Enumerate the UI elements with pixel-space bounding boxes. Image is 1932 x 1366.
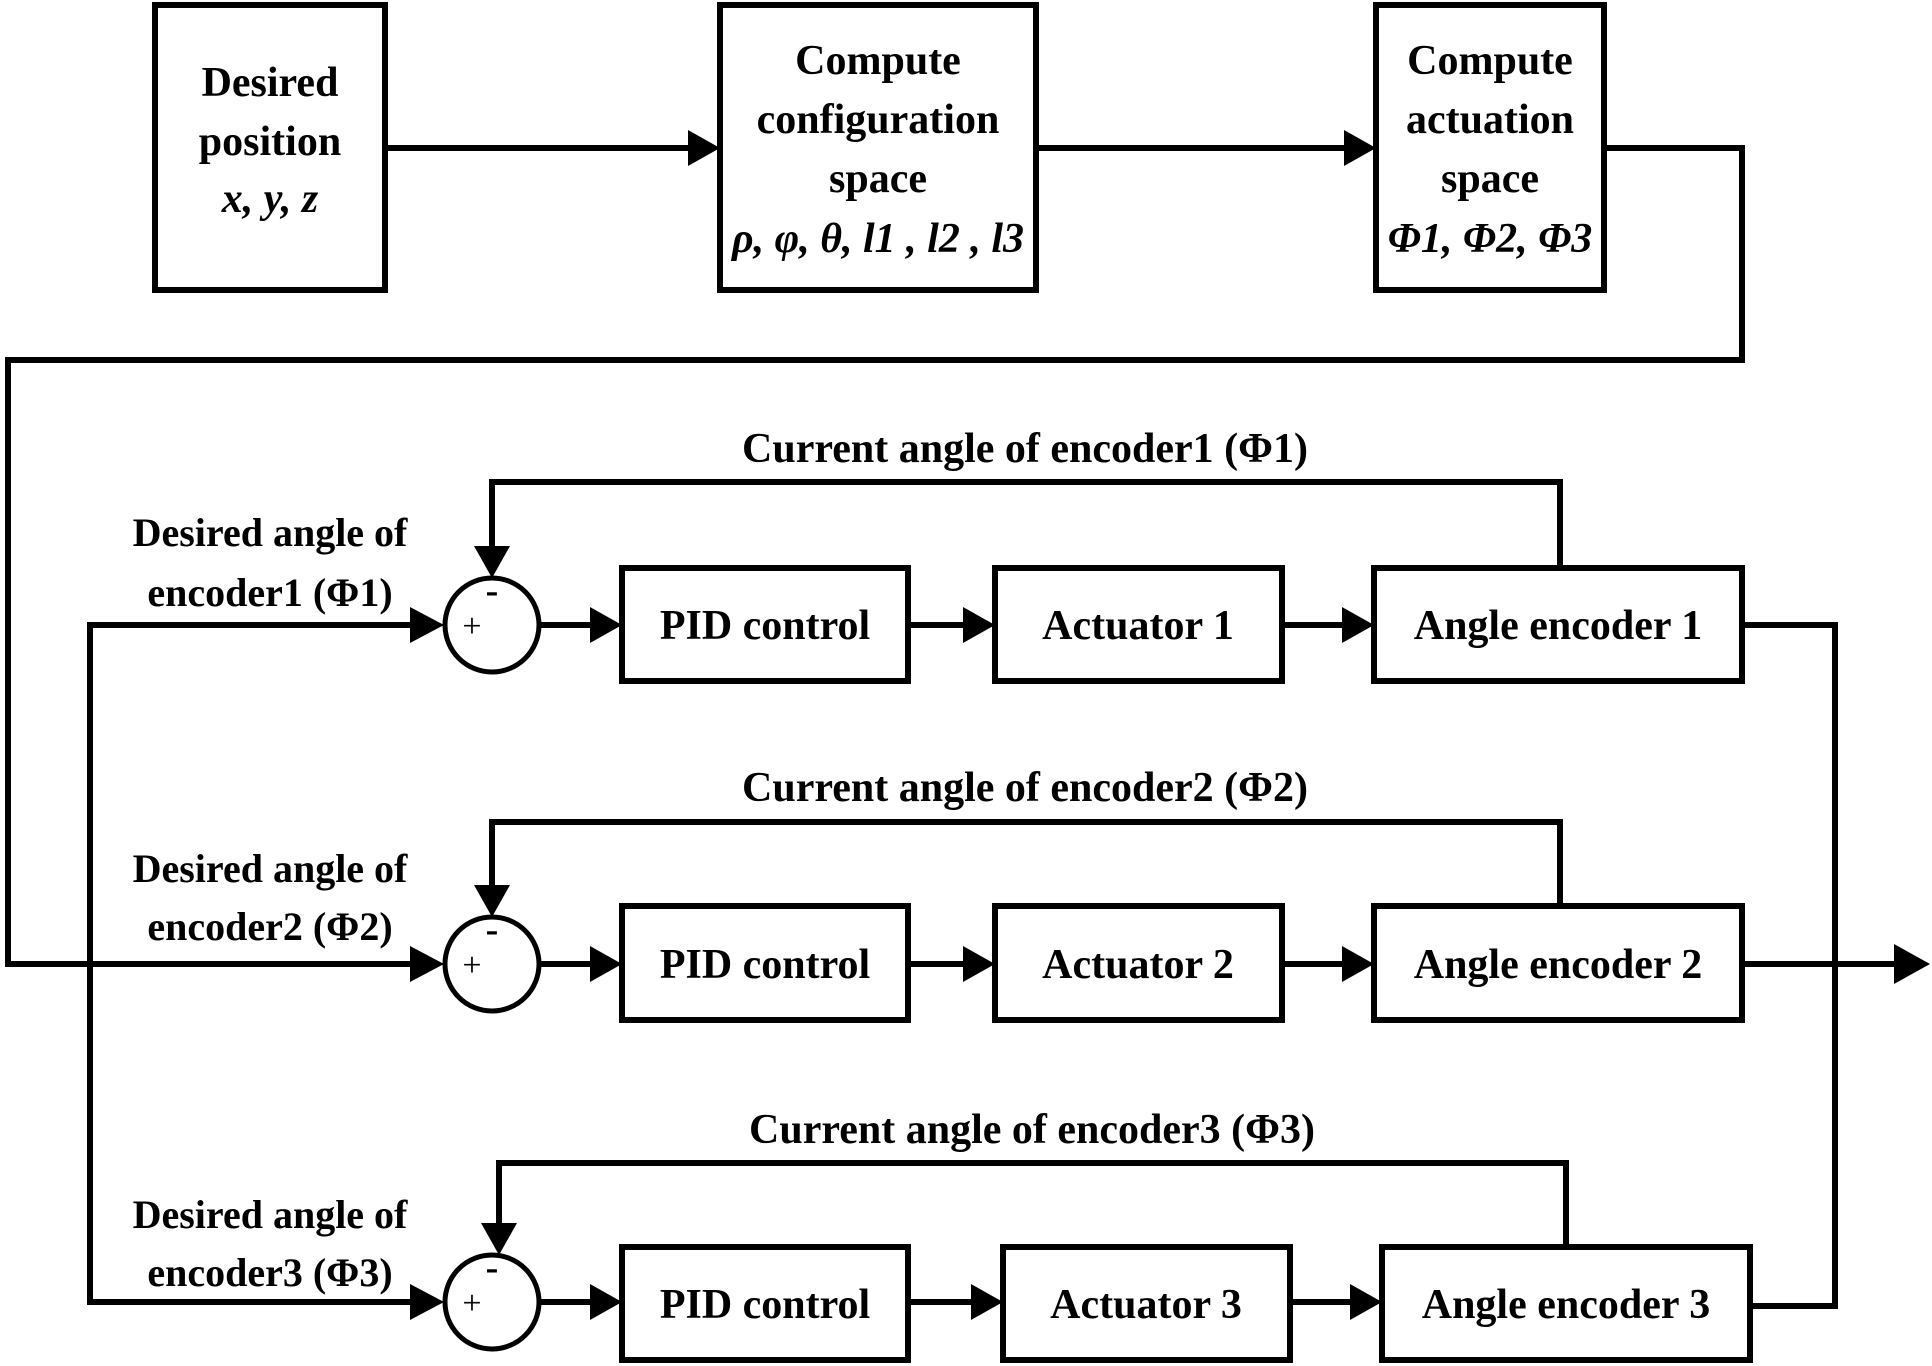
loop-1: Desired angle of encoder1 (Φ1) Current a… [133,426,1745,684]
desired-position-vars: x, y, z [221,176,319,222]
arrowhead-feedback-2 [474,885,510,917]
arrowhead-sum3-in [410,1284,444,1320]
desired-angle-label-2a: Desired angle of [133,846,408,891]
config-space-line2: configuration [757,97,1000,143]
feedback-wire-2 [489,819,1563,906]
actuator-label-1: Actuator 1 [1042,603,1234,649]
desired-position-line2: position [199,119,341,165]
angle-encoder-label-1: Angle encoder 1 [1414,603,1703,649]
arrowhead-actuator3-in [971,1284,1003,1320]
pid-label-2: PID control [660,942,870,988]
actuation-space-line1: Compute [1407,38,1573,84]
angle-encoder-block-3 [1379,1244,1753,1363]
arrowhead-actuator1-in [963,607,995,643]
angle-encoder-block-1 [1371,565,1745,684]
desired-angle-label-3b: encoder3 (Φ3) [147,1250,392,1295]
feedback-label-3: Current angle of encoder3 (Φ3) [749,1107,1315,1153]
wire-actuation-to-loops [5,145,1745,967]
arrowhead-sum2-in [410,946,444,982]
desired-angle-label-2b: encoder2 (Φ2) [147,904,392,949]
actuator-label-2: Actuator 2 [1042,942,1234,988]
actuation-space-line3: space [1441,156,1539,202]
pid-block-2 [619,903,911,1023]
arrowhead-actuator2-in [963,946,995,982]
arrowhead-pid1-in [590,607,622,643]
config-space-line3: space [829,156,927,202]
actuation-space-vars: Φ1, Φ2, Φ3 [1388,216,1592,262]
desired-angle-label-1b: encoder1 (Φ1) [147,570,392,615]
pid-label-1: PID control [660,603,870,649]
pid-block-1 [619,565,911,684]
sum2-minus-sign: - [486,909,499,951]
angle-encoder-label-2: Angle encoder 2 [1414,942,1703,988]
compute-configuration-space-block: Compute configuration space ρ, φ, θ, l1 … [717,2,1039,293]
wire-desired-angle-bus [87,622,410,1305]
arrowhead-encoder1-in [1342,607,1374,643]
sum2-plus-sign: + [462,947,481,984]
loop-2: Desired angle of encoder2 (Φ2) Current a… [133,765,1745,1023]
arrowhead-output [1894,944,1930,984]
desired-position-line1: Desired [202,60,339,106]
feedback-label-2: Current angle of encoder2 (Φ2) [742,765,1308,811]
arrowhead-encoder3-in [1350,1284,1382,1320]
arrowhead-pid2-in [590,946,622,982]
arrowhead-sum1-in [410,607,444,643]
feedback-wire-3 [496,1160,1569,1247]
pid-block-3 [619,1244,911,1363]
feedback-label-1: Current angle of encoder1 (Φ1) [742,426,1308,472]
pid-label-3: PID control [660,1282,870,1328]
sum3-minus-sign: - [486,1247,499,1289]
arrowhead-actuation-in [1344,130,1376,166]
sum3-plus-sign: + [462,1285,481,1322]
actuator-block-2 [992,903,1285,1023]
angle-encoder-block-2 [1371,903,1745,1023]
actuator-label-3: Actuator 3 [1050,1282,1242,1328]
compute-actuation-space-block: Compute actuation space Φ1, Φ2, Φ3 [1373,2,1607,293]
arrowhead-encoder2-in [1342,946,1374,982]
loop-3: Desired angle of encoder3 (Φ3) Current a… [133,1107,1753,1363]
arrowhead-config-in [688,130,720,166]
desired-angle-label-1a: Desired angle of [133,510,408,555]
desired-position-block: Desired position x, y, z [152,2,388,293]
arrowhead-feedback-3 [481,1223,517,1255]
feedback-wire-1 [489,479,1563,568]
actuation-space-line2: actuation [1406,97,1574,143]
sum1-minus-sign: - [486,570,499,612]
arrowhead-pid3-in [590,1284,622,1320]
arrowhead-feedback-1 [474,546,510,578]
desired-angle-label-3a: Desired angle of [133,1192,408,1237]
sum1-plus-sign: + [462,608,481,645]
config-space-vars: ρ, φ, θ, l1 , l2 , l3 [730,216,1024,262]
config-space-line1: Compute [795,38,961,84]
angle-encoder-label-3: Angle encoder 3 [1422,1282,1711,1328]
